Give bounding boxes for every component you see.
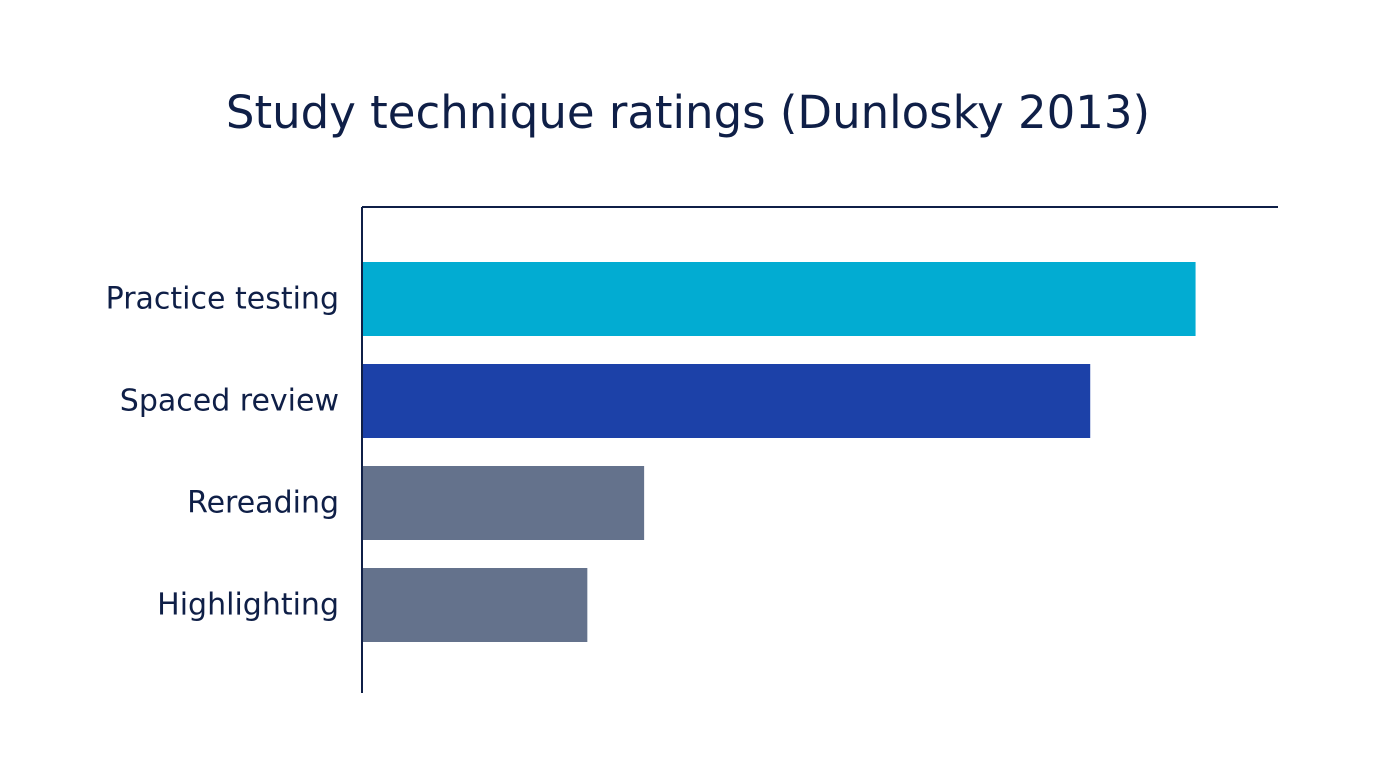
chart-title: Study technique ratings (Dunlosky 2013) [226, 86, 1150, 139]
category-labels: Practice testing Spaced review Rereading Hi… [106, 282, 339, 623]
category-label-practice-testing: Practice testing [106, 282, 339, 317]
bar-rereading [362, 466, 645, 540]
bar-highlighting [362, 568, 588, 642]
bar-spaced-review [362, 364, 1091, 438]
bars-layer [362, 262, 1196, 642]
category-label-spaced-review: Spaced review [120, 384, 339, 419]
category-label-highlighting: Highlighting [157, 588, 339, 623]
bar-practice-testing [362, 262, 1196, 336]
category-label-rereading: Rereading [187, 486, 339, 521]
